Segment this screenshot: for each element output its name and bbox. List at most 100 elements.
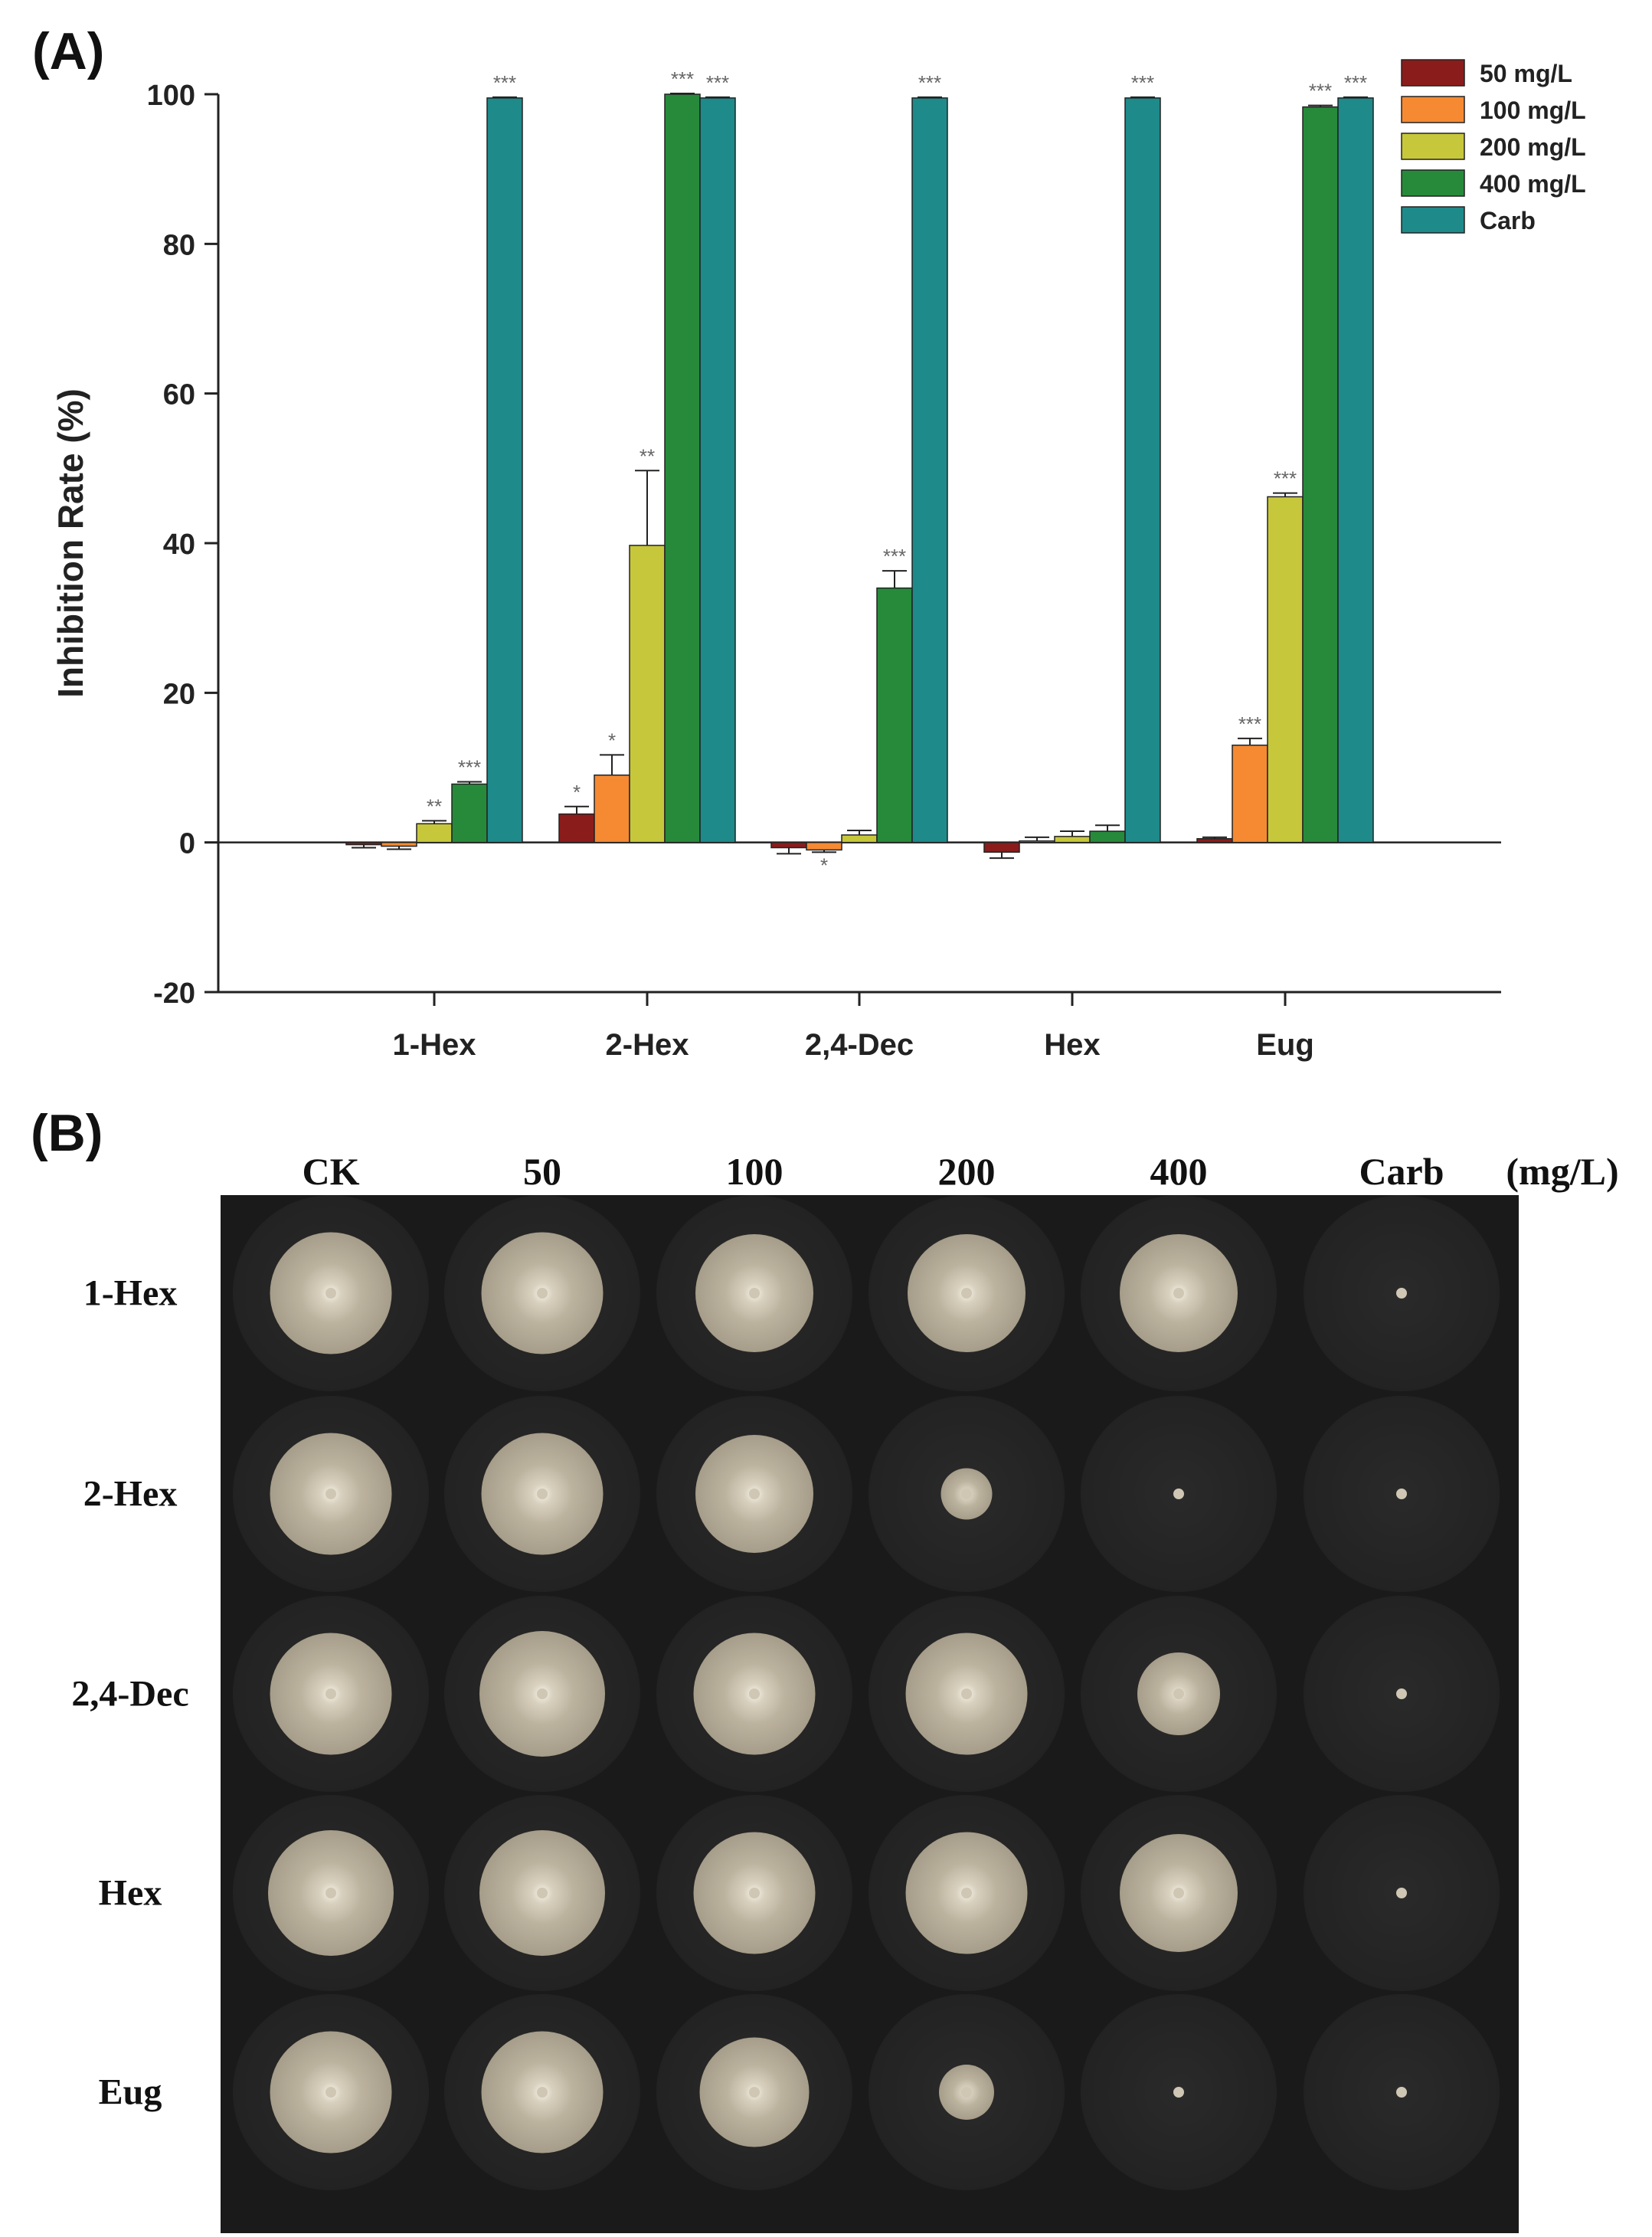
significance-label: *	[608, 729, 616, 752]
inoculum-plug	[537, 1288, 548, 1299]
panel-a-label: (A)	[32, 22, 105, 80]
significance-label: ***	[493, 71, 516, 94]
significance-label: *	[573, 781, 581, 804]
bar	[806, 841, 842, 851]
inoculum-plug	[325, 1489, 336, 1499]
bar	[558, 813, 595, 843]
inoculum-plug	[1396, 1288, 1407, 1299]
y-tick-label: 60	[163, 379, 195, 411]
significance-label: *	[820, 853, 828, 876]
bar	[451, 783, 488, 843]
y-axis-title: Inhibition Rate (%)	[51, 388, 90, 698]
x-tick-label: Eug	[1256, 1028, 1314, 1062]
bar	[1302, 106, 1339, 843]
bar	[911, 97, 948, 843]
bar	[486, 97, 523, 843]
petri-plate	[233, 1195, 429, 1391]
plate-row-label: Hex	[98, 1872, 162, 1914]
inoculum-plug	[749, 1489, 760, 1499]
significance-label: ***	[1344, 71, 1367, 94]
legend-label: 400 mg/L	[1480, 170, 1586, 198]
plate-row-label: 2,4-Dec	[71, 1673, 189, 1715]
bar	[664, 93, 701, 843]
inoculum-plug	[1396, 1688, 1407, 1699]
inoculum-plug	[325, 2087, 336, 2098]
x-tick-label: 2-Hex	[606, 1028, 689, 1062]
inoculum-plug	[1396, 1888, 1407, 1898]
bar	[381, 841, 417, 847]
bar	[1232, 744, 1268, 843]
bar	[1054, 836, 1091, 843]
inoculum-plug	[961, 1489, 972, 1499]
plate-row-label: Eug	[98, 2072, 162, 2113]
inoculum-plug	[1173, 1489, 1184, 1499]
bar	[594, 775, 630, 843]
bar	[983, 841, 1020, 853]
x-tick-label: Hex	[1044, 1028, 1100, 1062]
plate-column-label: CK	[302, 1150, 360, 1193]
significance-label: ***	[458, 756, 481, 779]
significance-label: **	[427, 794, 442, 817]
bar	[416, 823, 453, 843]
significance-label: ***	[918, 71, 941, 94]
petri-plate	[444, 1596, 640, 1792]
petri-plate	[1304, 1396, 1500, 1592]
plate-row-label: 1-Hex	[83, 1272, 178, 1314]
plate-row-label: 2-Hex	[83, 1473, 178, 1515]
inoculum-plug	[537, 1688, 548, 1699]
bar	[699, 97, 736, 843]
y-tick-label: 100	[147, 80, 195, 112]
inoculum-plug	[961, 1688, 972, 1699]
plate-tray	[221, 1195, 1519, 2233]
inoculum-plug	[537, 1489, 548, 1499]
legend-swatch	[1401, 169, 1465, 197]
plate-column-label: 400	[1150, 1150, 1208, 1193]
panel-b-plates: (B) CK 50 100 200 400 Carb (mg/L) 1-Hex 2-Hex 2…	[0, 1103, 1652, 2237]
petri-plate	[1081, 1795, 1277, 1991]
petri-plate	[1304, 1795, 1500, 1991]
petri-plate	[444, 1195, 640, 1391]
petri-plate	[656, 1596, 852, 1792]
bar	[1337, 97, 1374, 843]
petri-plate	[1081, 1195, 1277, 1391]
inoculum-plug	[325, 1688, 336, 1699]
bar	[1196, 838, 1233, 843]
y-tick-label: 20	[163, 678, 195, 710]
inoculum-plug	[961, 2087, 972, 2098]
bar	[770, 841, 807, 849]
petri-plate	[869, 1994, 1065, 2190]
inoculum-plug	[749, 1688, 760, 1699]
legend-label: 50 mg/L	[1480, 60, 1572, 87]
bar	[1089, 830, 1126, 843]
bar	[1267, 496, 1304, 843]
y-tick-label: 80	[163, 229, 195, 261]
petri-plate	[656, 1795, 852, 1991]
panel-b-label: (B)	[31, 1104, 103, 1162]
legend-label: Carb	[1480, 207, 1536, 234]
bar	[1124, 97, 1161, 843]
bar	[1019, 840, 1055, 843]
x-tick-label: 1-Hex	[393, 1028, 476, 1062]
inoculum-plug	[325, 1288, 336, 1299]
inoculum-plug	[537, 1888, 548, 1898]
significance-label: ***	[1131, 71, 1154, 94]
plate-column-label: 100	[725, 1150, 783, 1193]
inoculum-plug	[537, 2087, 548, 2098]
bar	[345, 841, 382, 846]
petri-plate	[1081, 1596, 1277, 1792]
petri-plate	[233, 1396, 429, 1592]
petri-plate	[233, 1596, 429, 1792]
inhibition-bar-chart: -20 0 20 40 60 80 100 Inhibition Rate (%) 1-Hex *…	[51, 59, 1586, 1062]
petri-plate	[444, 1396, 640, 1592]
petri-plate	[656, 1994, 852, 2190]
plate-column-label: Carb	[1359, 1150, 1444, 1193]
inoculum-plug	[749, 1288, 760, 1299]
bar	[876, 587, 913, 843]
petri-plate	[869, 1795, 1065, 1991]
inoculum-plug	[961, 1888, 972, 1898]
petri-plate	[656, 1195, 852, 1391]
y-tick-label: 0	[179, 828, 195, 860]
legend-swatch	[1401, 96, 1465, 123]
legend-swatch	[1401, 59, 1465, 87]
inoculum-plug	[1396, 1489, 1407, 1499]
